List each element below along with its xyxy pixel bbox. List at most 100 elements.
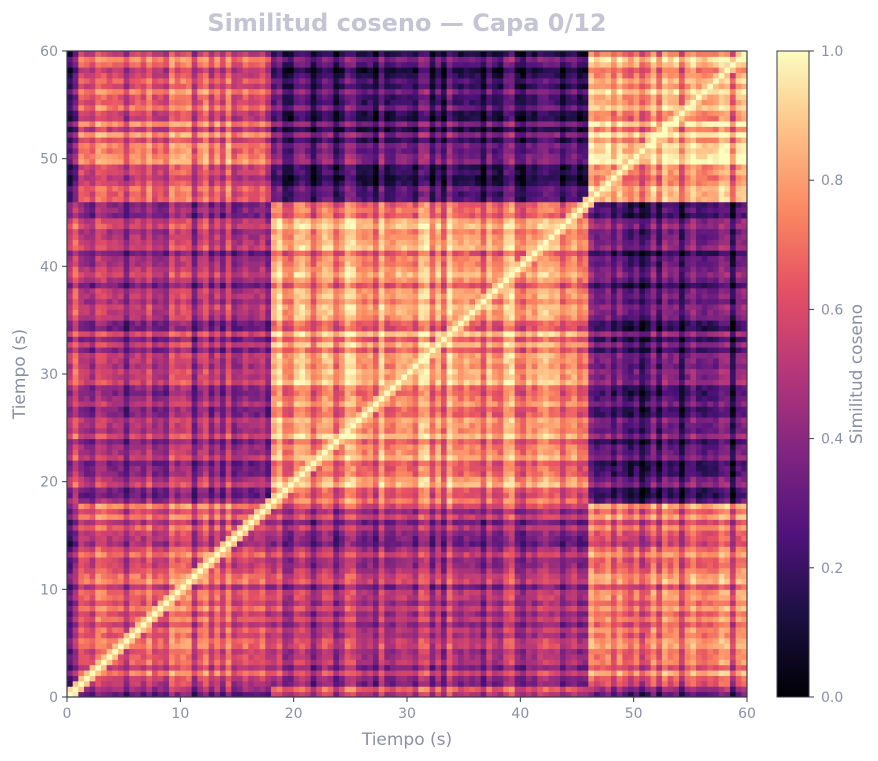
heatmap-cell [271, 185, 278, 192]
heatmap-cell [112, 88, 119, 95]
heatmap-cell [84, 309, 91, 316]
heatmap-cell [265, 449, 272, 456]
heatmap-cell [78, 196, 85, 203]
heatmap-cell [72, 88, 79, 95]
heatmap-cell [242, 320, 249, 327]
heatmap-cell [208, 368, 215, 375]
heatmap-cell [265, 153, 272, 160]
heatmap-cell [78, 664, 85, 671]
heatmap-cell [191, 347, 198, 353]
heatmap-cell [186, 212, 193, 219]
heatmap-cell [118, 83, 125, 90]
heatmap-cell [95, 56, 102, 63]
heatmap-cell [265, 497, 272, 504]
heatmap-cell [225, 519, 232, 526]
heatmap-cell [123, 77, 130, 84]
heatmap-cell [282, 266, 289, 273]
heatmap-cell [140, 239, 147, 246]
heatmap-cell [248, 368, 255, 375]
heatmap-cell [174, 104, 181, 111]
heatmap-cell [208, 411, 215, 418]
heatmap-cell [203, 680, 210, 687]
heatmap-cell [237, 201, 244, 208]
heatmap-cell [135, 535, 142, 542]
heatmap-cell [135, 680, 142, 687]
heatmap-cell [169, 137, 176, 144]
heatmap-cell [259, 72, 266, 79]
heatmap-cell [78, 583, 85, 590]
heatmap-cell [265, 627, 272, 633]
heatmap-cell [72, 72, 79, 79]
heatmap-cell [101, 562, 108, 569]
heatmap-cell [67, 680, 74, 687]
heatmap-cell [146, 357, 153, 364]
heatmap-cell [203, 411, 210, 418]
heatmap-cell [169, 293, 176, 300]
heatmap-cell [197, 395, 204, 402]
heatmap-cell [129, 293, 136, 300]
heatmap-cell [146, 390, 153, 397]
heatmap-cell [129, 190, 136, 197]
heatmap-cell [242, 94, 249, 100]
heatmap-cell [293, 153, 300, 160]
heatmap-cell [259, 460, 266, 467]
heatmap-cell [220, 126, 227, 133]
heatmap-cell [89, 557, 96, 563]
heatmap-cell [123, 368, 130, 375]
heatmap-cell [146, 277, 153, 283]
heatmap-cell [180, 659, 187, 666]
heatmap-cell [169, 492, 176, 499]
heatmap-cell [174, 341, 181, 348]
heatmap-cell [106, 282, 113, 289]
heatmap-cell [220, 304, 227, 310]
heatmap-cell [174, 417, 181, 423]
heatmap-cell [78, 234, 85, 240]
heatmap-cell [191, 379, 198, 386]
heatmap-cell [72, 546, 79, 553]
heatmap-cell [95, 449, 102, 456]
heatmap-cell [163, 513, 170, 520]
heatmap-cell [191, 185, 198, 192]
heatmap-cell [208, 379, 215, 386]
heatmap-cell [259, 201, 266, 208]
heatmap-cell [282, 417, 289, 423]
heatmap-cell [259, 583, 266, 590]
heatmap-cell [248, 357, 255, 364]
heatmap-cell [293, 417, 300, 423]
heatmap-cell [231, 627, 238, 633]
heatmap-cell [72, 363, 79, 370]
heatmap-cell [135, 487, 142, 493]
heatmap-cell [101, 605, 108, 612]
heatmap-cell [101, 51, 108, 57]
heatmap-cell [242, 228, 249, 235]
heatmap-cell [101, 632, 108, 639]
heatmap-cell [180, 627, 187, 633]
heatmap-cell [123, 330, 130, 337]
heatmap-cell [152, 255, 159, 262]
heatmap-cell [203, 551, 210, 558]
heatmap-cell [191, 352, 198, 359]
heatmap-cell [237, 363, 244, 370]
heatmap-cell [271, 643, 278, 650]
heatmap-cell [72, 185, 79, 192]
heatmap-cell [231, 201, 238, 208]
heatmap-cell [265, 287, 272, 294]
heatmap-cell [106, 169, 113, 176]
heatmap-cell [163, 627, 170, 633]
heatmap-cell [174, 88, 181, 95]
heatmap-cell [276, 271, 283, 278]
heatmap-cell [118, 513, 125, 520]
heatmap-cell [203, 535, 210, 542]
heatmap-cell [78, 374, 85, 380]
heatmap-cell [231, 271, 238, 278]
heatmap-cell [265, 433, 272, 440]
heatmap-cell [197, 99, 204, 106]
heatmap-cell [186, 94, 193, 100]
heatmap-cell [72, 508, 79, 515]
heatmap-cell [208, 207, 215, 213]
heatmap-cell [101, 487, 108, 493]
heatmap-cell [265, 427, 272, 434]
heatmap-cell [95, 314, 102, 321]
heatmap-cell [140, 680, 147, 687]
heatmap-cell [276, 120, 283, 127]
